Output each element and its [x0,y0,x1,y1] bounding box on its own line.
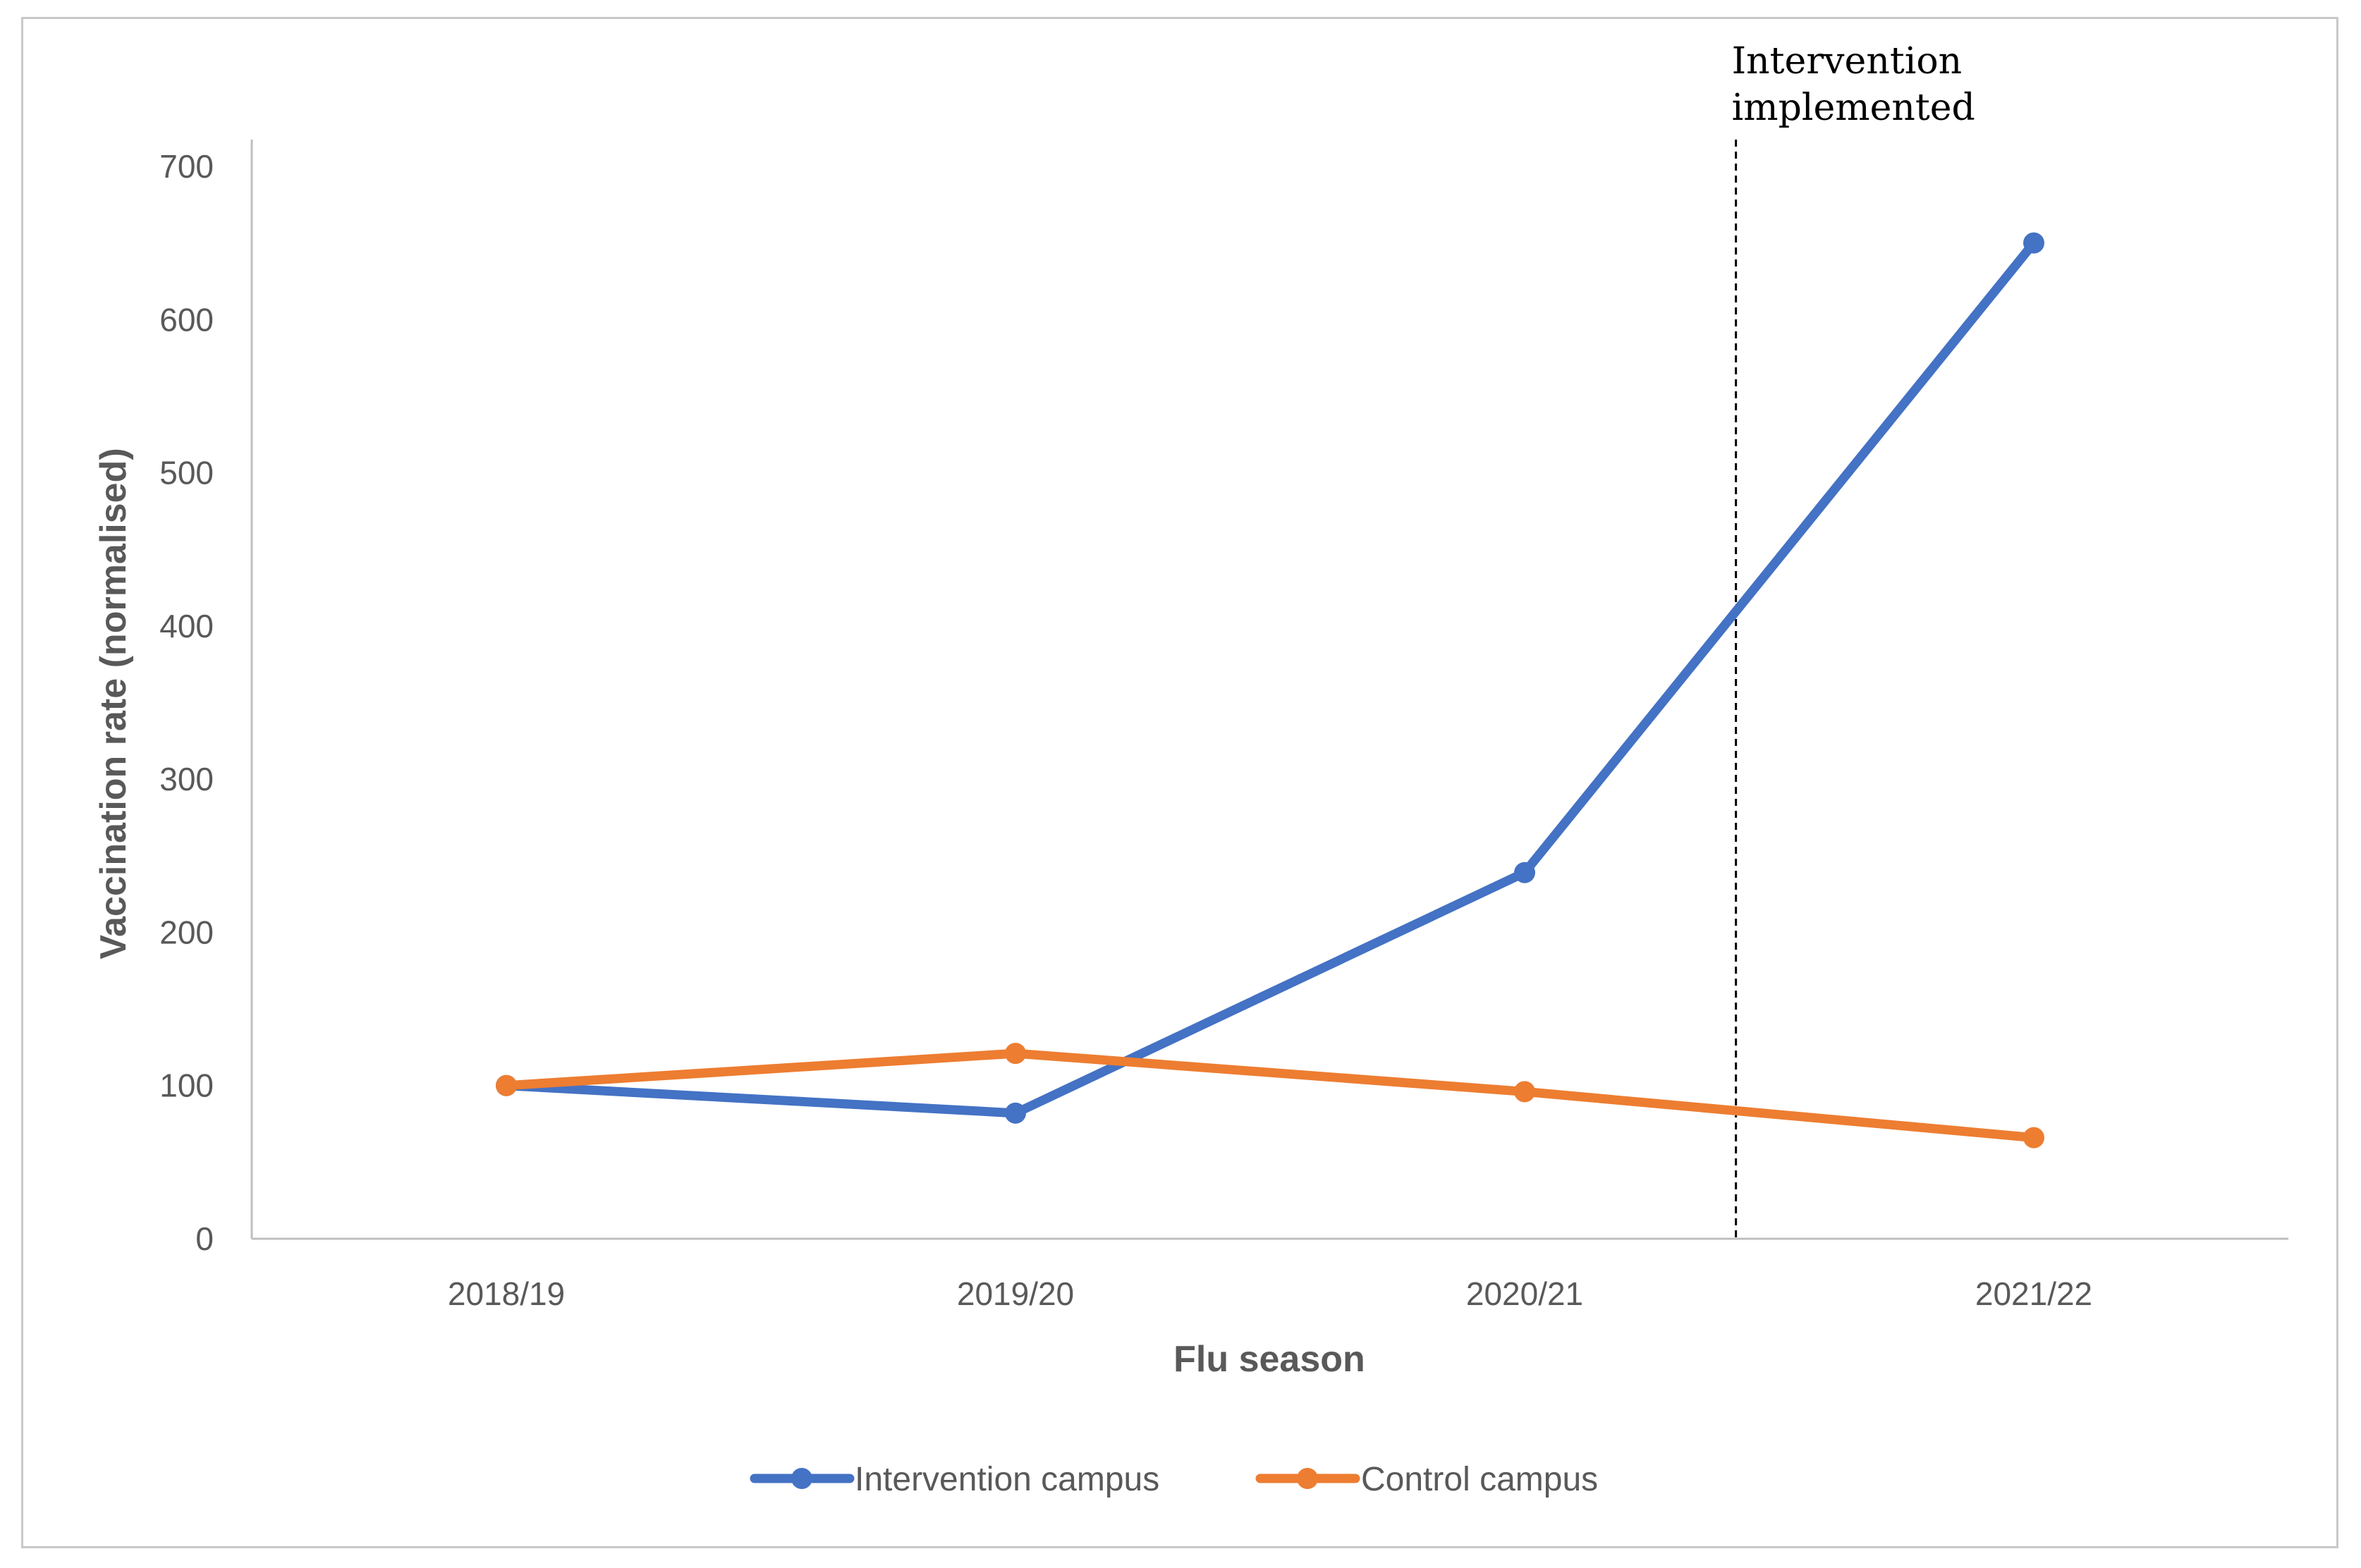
data-point [1005,1043,1026,1065]
legend-swatch-marker [1297,1468,1318,1489]
data-point [1514,1081,1535,1103]
data-point [1005,1102,1026,1124]
y-tick-label: 0 [195,1220,214,1257]
series-line-intervention [501,238,2039,1118]
data-point [496,1074,517,1096]
legend-label: Control campus [1361,1461,1598,1498]
y-tick-label: 100 [159,1067,214,1104]
annotation-label-line-1: Intervention [1732,40,1963,82]
data-point [1514,862,1535,883]
y-tick-label: 300 [159,761,214,797]
axes [250,140,2288,1240]
y-tick-label: 200 [159,914,214,950]
y-tick-label: 600 [159,301,214,338]
series-layer [496,232,2044,1149]
y-tick-label: 500 [159,455,214,491]
x-axis-title: Flu season [1173,1339,1365,1380]
data-point [2023,1127,2044,1149]
legend: Intervention campus Control campus [750,1461,1598,1498]
legend-swatch-marker [791,1468,812,1489]
x-tick-label: 2018/19 [448,1275,565,1312]
series-line-control [501,1048,2039,1143]
y-tick-label: 700 [159,148,214,185]
annotation-label-line-2: implemented [1732,87,1975,129]
legend-label: Intervention campus [855,1461,1159,1498]
y-tick-label: 400 [159,608,214,644]
data-point [2023,232,2044,254]
x-tick-labels: 2018/19 2019/20 2020/21 2021/22 [448,1275,2092,1312]
intervention-annotation: Intervention implemented [1732,40,1975,1239]
x-tick-label: 2019/20 [957,1275,1074,1312]
y-tick-labels: 0 100 200 300 400 500 600 700 [159,148,214,1257]
x-tick-label: 2021/22 [1975,1275,2092,1312]
y-axis-title: Vaccination rate (normalised) [93,448,134,959]
chart-frame [21,17,2338,1548]
x-tick-label: 2020/21 [1466,1275,1583,1312]
